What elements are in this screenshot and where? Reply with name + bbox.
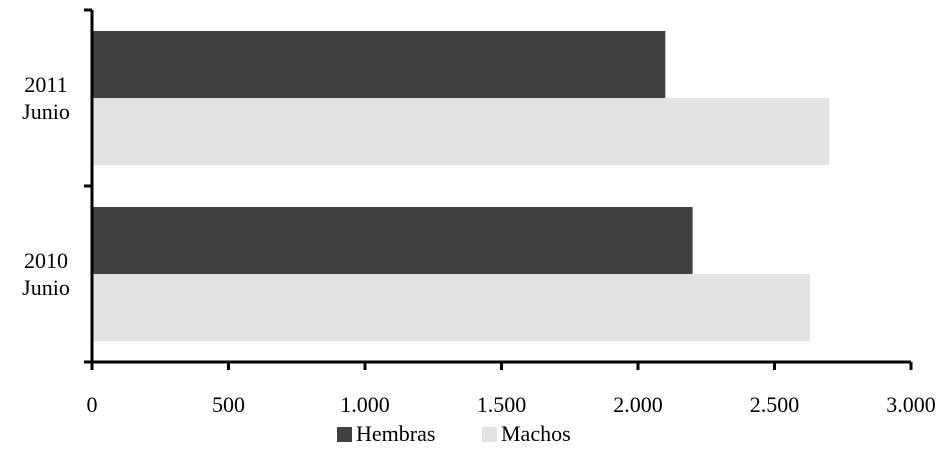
bar-machos-0 bbox=[92, 98, 830, 165]
legend-swatch-machos bbox=[482, 427, 497, 442]
x-tick-label: 1.500 bbox=[477, 392, 527, 417]
y-category-labels: 2011 Junio 2010 Junio bbox=[22, 72, 70, 300]
y-category-label: 2010 Junio bbox=[22, 248, 70, 300]
legend-swatch-hembras bbox=[337, 427, 352, 442]
x-tick-label: 500 bbox=[212, 392, 245, 417]
x-tick-labels: 0 500 1.000 1.500 2.000 2.500 3.000 bbox=[87, 392, 936, 417]
bars-group bbox=[92, 31, 830, 341]
x-tick-label: 1.000 bbox=[340, 392, 390, 417]
bar-hembras-1 bbox=[92, 207, 693, 274]
bar-hembras-0 bbox=[92, 31, 666, 98]
x-tick-label: 2.000 bbox=[613, 392, 663, 417]
x-tick-label: 3.000 bbox=[886, 392, 936, 417]
legend-label-hembras: Hembras bbox=[356, 421, 435, 446]
legend-label-machos: Machos bbox=[501, 421, 571, 446]
legend: Hembras Machos bbox=[337, 421, 571, 446]
bar-machos-1 bbox=[92, 274, 810, 341]
x-tick-label: 0 bbox=[87, 392, 98, 417]
x-tick-label: 2.500 bbox=[750, 392, 800, 417]
y-category-label: 2011 Junio bbox=[22, 72, 70, 124]
